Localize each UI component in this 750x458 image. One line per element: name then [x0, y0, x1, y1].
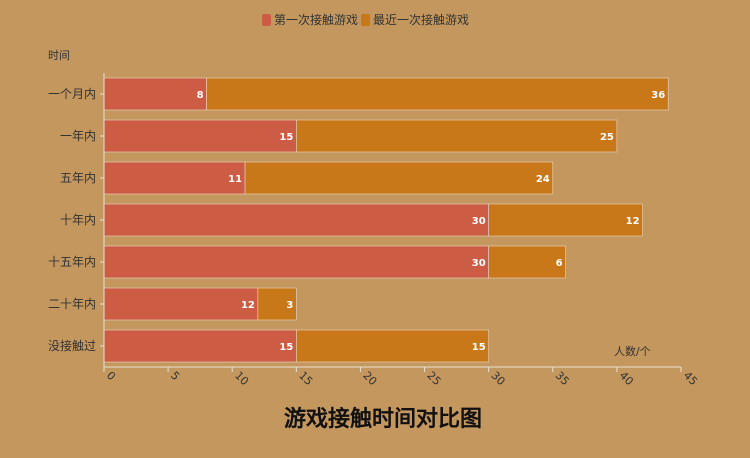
bar-segment-series-2[interactable]	[488, 245, 566, 279]
bar-segment-series-1[interactable]	[103, 119, 297, 153]
bar-segment-series-2[interactable]	[488, 203, 643, 237]
bar-value-label: 15	[279, 342, 293, 353]
category-label: 二十年内	[48, 297, 96, 311]
category-label: 十年内	[60, 213, 96, 227]
category-label: 没接触过	[48, 338, 96, 353]
x-axis-ticks: 0 5 10 15 20 25 30 35 40 45	[103, 367, 700, 388]
chart-title: 游戏接触时间对比图	[284, 406, 482, 432]
category-label: 一个月内	[48, 87, 96, 101]
bar-segment-series-2[interactable]	[206, 77, 669, 111]
bar-segment-series-1[interactable]	[103, 329, 297, 363]
bar-value-label: 8	[197, 90, 204, 101]
bar-segment-series-2[interactable]	[257, 287, 297, 321]
x-tick-label: 20	[360, 369, 379, 388]
x-tick-label: 5	[168, 369, 182, 383]
bar-segment-series-2[interactable]	[296, 119, 618, 153]
bar-segment-series-1[interactable]	[103, 287, 259, 321]
category-label: 五年内	[60, 171, 96, 185]
bars-group	[103, 77, 669, 363]
bar-segment-series-2[interactable]	[296, 329, 489, 363]
x-tick-label: 0	[104, 369, 118, 383]
bar-segment-series-1[interactable]	[103, 203, 489, 237]
bar-value-label: 6	[556, 258, 563, 269]
category-label: 一年内	[60, 129, 96, 143]
bar-value-label: 3	[286, 300, 293, 311]
y-axis-title: 时间	[48, 49, 70, 62]
bar-segment-series-1[interactable]	[103, 161, 246, 195]
bar-value-label: 36	[651, 90, 665, 101]
bar-value-label: 12	[241, 300, 255, 311]
bar-value-label: 15	[279, 132, 293, 143]
x-tick-label: 40	[617, 369, 636, 388]
x-axis-title: 人数/个	[614, 345, 651, 358]
x-tick-label: 15	[296, 369, 315, 388]
x-tick-label: 35	[553, 369, 572, 388]
bar-value-label: 25	[600, 132, 614, 143]
bar-segment-series-1[interactable]	[103, 77, 207, 111]
category-label: 十五年内	[48, 255, 96, 269]
bar-segment-series-2[interactable]	[244, 161, 554, 195]
legend-label[interactable]: 第一次接触游戏	[274, 12, 358, 27]
x-tick-label: 30	[489, 369, 508, 388]
bar-value-label: 11	[228, 174, 242, 185]
bar-value-label: 30	[472, 258, 486, 269]
x-tick-label: 10	[232, 369, 251, 388]
legend-swatch[interactable]	[361, 14, 370, 26]
x-tick-label: 45	[681, 369, 700, 388]
legend: 第一次接触游戏 最近一次接触游戏	[262, 12, 469, 27]
bar-labels-group: 8 36 15 25 11 24 30 12 30 6 12 3 15 15	[197, 90, 666, 353]
legend-swatch[interactable]	[262, 14, 271, 26]
bar-value-label: 24	[536, 174, 550, 185]
x-tick-label: 25	[424, 369, 443, 388]
bar-value-label: 12	[626, 216, 640, 227]
legend-label[interactable]: 最近一次接触游戏	[373, 12, 469, 27]
bar-segment-series-1[interactable]	[103, 245, 489, 279]
bar-value-label: 30	[472, 216, 486, 227]
bar-value-label: 15	[472, 342, 486, 353]
